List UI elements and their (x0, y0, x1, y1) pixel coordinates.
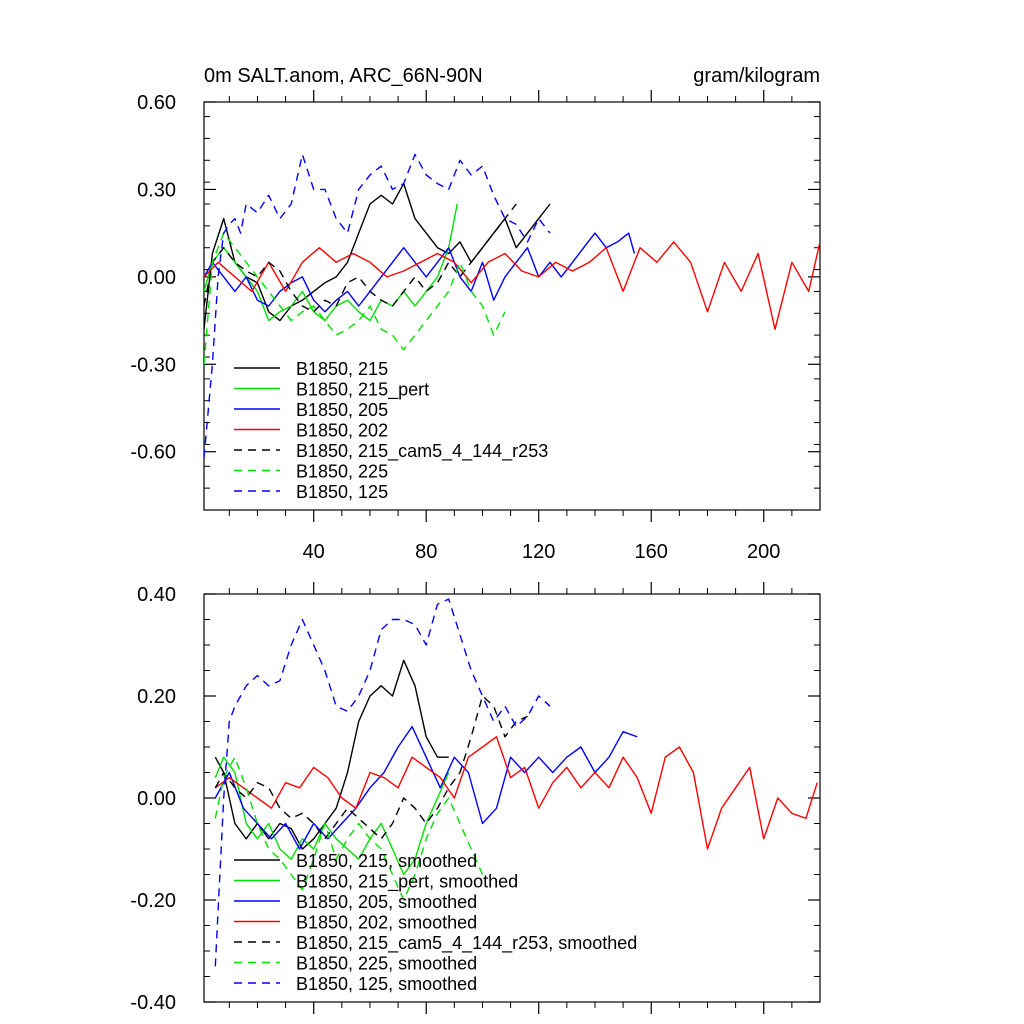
y-tick-label: -0.20 (130, 890, 176, 912)
chart-1-units: gram/kilogram (693, 65, 820, 87)
legend-label: B1850, 215 (296, 359, 388, 379)
panel-1: 0m SALT.anom, ARC_66N-90N gram/kilogram … (130, 65, 821, 563)
x-tick-label: 200 (747, 541, 780, 563)
chart-2-series (214, 598, 818, 967)
series-line-5 (214, 756, 484, 901)
chart-1-series (204, 153, 820, 458)
series-line-3 (204, 241, 820, 330)
legend-label: B1850, 202 (296, 421, 388, 441)
series-line-2 (214, 725, 638, 850)
chart-1-x-tick-labels: 40 80 120 160 200 (303, 541, 781, 563)
legend-label: B1850, 215_pert, smoothed (296, 872, 518, 893)
series-line-1 (214, 756, 450, 876)
series-line-0 (204, 182, 551, 330)
series-line-1 (204, 203, 458, 322)
legend-label: B1850, 205 (296, 400, 388, 420)
panel-2: 0.40 0.20 0.00 -0.20 -0.40 B1850, 215, smoot… (130, 582, 821, 1014)
chart-1-title: 0m SALT.anom, ARC_66N-90N (204, 65, 483, 87)
legend-label: B1850, 225 (296, 462, 388, 482)
y-tick-label: 0.30 (137, 179, 176, 201)
series-line-0 (214, 659, 449, 850)
x-tick-label: 160 (635, 541, 668, 563)
y-tick-label: 0.20 (137, 686, 176, 708)
x-tick-label: 120 (522, 541, 555, 563)
legend-label: B1850, 125, smoothed (296, 974, 477, 994)
x-tick-label: 40 (303, 541, 325, 563)
legend-label: B1850, 215_pert (296, 380, 429, 401)
chart-2-y-tick-labels: 0.40 0.20 0.00 -0.20 -0.40 (130, 584, 176, 1014)
y-tick-label: -0.30 (130, 354, 176, 376)
y-tick-label: 0.00 (137, 788, 176, 810)
y-tick-label: 0.40 (137, 584, 176, 606)
legend-label: B1850, 205, smoothed (296, 892, 477, 912)
chart-1-y-tick-labels: 0.60 0.30 0.00 -0.30 -0.60 (130, 92, 176, 464)
x-tick-label: 80 (415, 541, 437, 563)
y-tick-label: 0.00 (137, 267, 176, 289)
y-tick-label: 0.60 (137, 92, 176, 114)
legend-label: B1850, 202, smoothed (296, 913, 477, 933)
series-line-6 (204, 153, 551, 458)
y-tick-label: -0.40 (130, 992, 176, 1014)
series-line-3 (214, 736, 818, 850)
legend-label: B1850, 125 (296, 482, 388, 502)
legend-label: B1850, 215_cam5_4_144_r253, smoothed (296, 933, 637, 954)
chart-2-ticks (204, 582, 820, 1014)
chart-1-ticks (204, 90, 820, 522)
series-line-5 (204, 232, 506, 365)
legend-label: B1850, 215, smoothed (296, 851, 477, 871)
legend-label: B1850, 225, smoothed (296, 954, 477, 974)
legend-label: B1850, 215_cam5_4_144_r253 (296, 441, 548, 462)
y-tick-label: -0.60 (130, 442, 176, 464)
